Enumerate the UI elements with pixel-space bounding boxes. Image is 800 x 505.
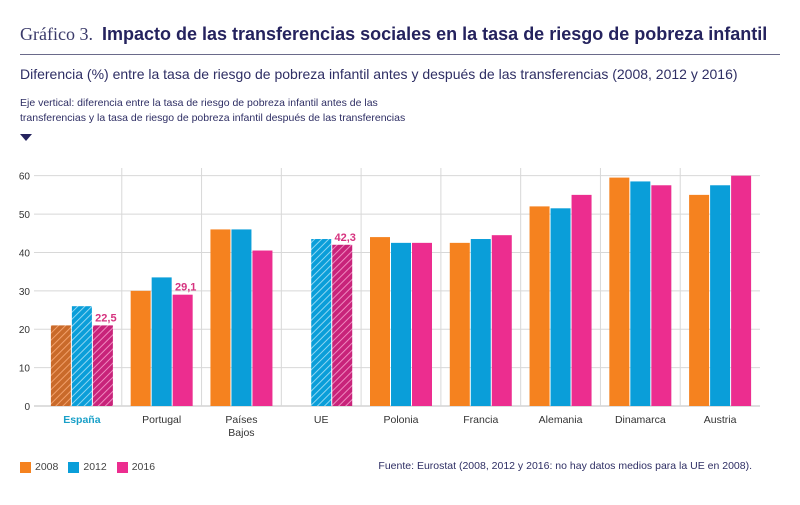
data-label-ue-2016: 42,3 (335, 232, 356, 244)
legend-label-2016: 2016 (131, 461, 156, 473)
chart-title: Gráfico 3. Impacto de las transferencias… (20, 24, 767, 45)
figure-number: Gráfico 3. (20, 24, 93, 44)
x-tick-label-países-bajos-line1: Países (225, 414, 257, 426)
x-tick-label-francia: Francia (463, 414, 498, 426)
bar-francia-2008 (449, 242, 470, 406)
chart-subtitle: Diferencia (%) entre la tasa de riesgo d… (20, 66, 738, 82)
down-triangle-icon (20, 134, 32, 141)
bar-francia-2012 (470, 239, 491, 406)
data-label-portugal-2016: 29,1 (175, 282, 196, 294)
bar-ue-2016 (332, 244, 353, 406)
source-note: Fuente: Eurostat (2008, 2012 y 2016: no … (378, 460, 752, 472)
y-tick-label-60: 60 (19, 172, 31, 183)
legend-swatch-2016 (116, 461, 128, 473)
bar-francia-2016 (491, 235, 512, 406)
legend-item-2016: 2016 (116, 461, 156, 473)
bar-españa-2016 (92, 325, 113, 406)
x-tick-label-alemania: Alemania (539, 414, 583, 426)
legend-item-2012: 2012 (68, 461, 107, 473)
bar-países-bajos-2012 (231, 229, 252, 406)
bar-alemania-2008 (529, 206, 550, 406)
bar-países-bajos-2016 (252, 250, 273, 406)
bar-chart: 0 10 20 30 40 50 60 22,5 España 29,1 Portugal País… (19, 168, 760, 439)
y-tick-label-40: 40 (19, 248, 31, 259)
bar-alemania-2016 (571, 194, 592, 406)
legend-label-2012: 2012 (83, 461, 107, 473)
bar-austria-2016 (731, 175, 752, 406)
bar-países-bajos-2008 (210, 229, 231, 406)
bar-españa-2012 (71, 306, 92, 406)
y-tick-label-20: 20 (19, 325, 31, 336)
legend-swatch-2012 (68, 461, 80, 473)
bar-portugal-2012 (151, 277, 172, 406)
bar-portugal-2016 (172, 294, 193, 406)
bar-dinamarca-2012 (630, 181, 651, 406)
x-tick-label-polonia: Polonia (383, 414, 418, 426)
bar-portugal-2008 (130, 290, 151, 406)
bar-austria-2008 (689, 194, 710, 406)
y-axis-note-line1: Eje vertical: diferencia entre la tasa d… (20, 97, 378, 109)
y-tick-label-50: 50 (19, 210, 31, 221)
y-tick-label-30: 30 (19, 287, 31, 298)
y-tick-label-10: 10 (19, 364, 31, 375)
bar-dinamarca-2016 (651, 185, 672, 406)
figure-title: Impacto de las transferencias sociales e… (101, 24, 768, 44)
bar-alemania-2012 (550, 208, 571, 406)
y-tick-label-0: 0 (24, 402, 30, 413)
y-axis-note: Eje vertical: diferencia entre la tasa d… (20, 96, 460, 126)
chart-legend: 2008 2012 2016 (20, 461, 155, 473)
x-tick-label-dinamarca: Dinamarca (615, 414, 666, 426)
x-tick-label-ue: UE (314, 414, 329, 426)
legend-label-2008: 2008 (35, 461, 59, 473)
data-label-españa-2016: 22,5 (95, 312, 116, 324)
legend-item-2008: 2008 (20, 461, 58, 473)
bar-polonia-2012 (391, 242, 411, 406)
bar-dinamarca-2008 (609, 177, 630, 406)
legend-swatch-2008 (20, 461, 31, 473)
x-tick-label-austria: Austria (704, 414, 737, 426)
title-divider (20, 54, 780, 55)
x-tick-label-portugal: Portugal (142, 414, 181, 426)
x-tick-label-países-bajos-line2: Bajos (228, 427, 254, 439)
bar-austria-2012 (710, 185, 731, 406)
bar-polonia-2008 (370, 237, 390, 406)
bar-españa-2008 (50, 325, 71, 406)
x-tick-label-españa: España (63, 414, 101, 426)
y-axis-note-line2: transferencias y la tasa de riesgo de po… (20, 112, 406, 124)
bar-ue-2012 (311, 239, 332, 406)
bar-polonia-2016 (412, 242, 432, 406)
